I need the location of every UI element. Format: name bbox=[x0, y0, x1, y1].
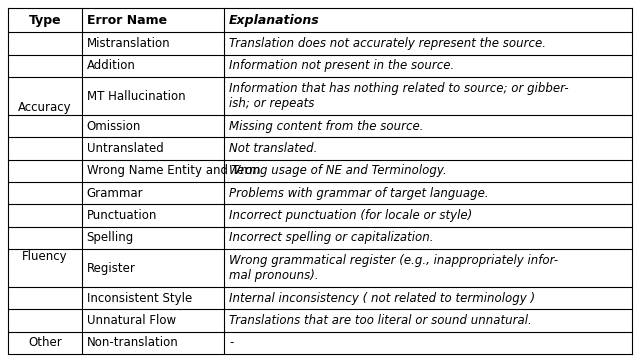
Text: Unnatural Flow: Unnatural Flow bbox=[86, 314, 176, 327]
Text: Not translated.: Not translated. bbox=[229, 142, 317, 155]
Text: Information that has nothing related to source; or gibber-
ish; or repeats: Information that has nothing related to … bbox=[229, 82, 569, 110]
Text: Inconsistent Style: Inconsistent Style bbox=[86, 292, 192, 305]
Text: Problems with grammar of target language.: Problems with grammar of target language… bbox=[229, 187, 489, 199]
Text: Register: Register bbox=[86, 261, 136, 274]
Text: Internal inconsistency ( not related to terminology ): Internal inconsistency ( not related to … bbox=[229, 292, 535, 305]
Text: Mistranslation: Mistranslation bbox=[86, 37, 170, 50]
Text: MT Hallucination: MT Hallucination bbox=[86, 89, 186, 102]
Text: Error Name: Error Name bbox=[86, 14, 167, 27]
Text: Missing content from the source.: Missing content from the source. bbox=[229, 120, 424, 133]
Text: Information not present in the source.: Information not present in the source. bbox=[229, 59, 454, 72]
Text: Addition: Addition bbox=[86, 59, 136, 72]
Text: Other: Other bbox=[28, 336, 61, 349]
Text: Accuracy: Accuracy bbox=[18, 101, 72, 114]
Text: Fluency: Fluency bbox=[22, 251, 68, 264]
Text: Spelling: Spelling bbox=[86, 231, 134, 244]
Text: Wrong usage of NE and Terminology.: Wrong usage of NE and Terminology. bbox=[229, 164, 447, 177]
Text: Omission: Omission bbox=[86, 120, 141, 133]
Text: Incorrect spelling or capitalization.: Incorrect spelling or capitalization. bbox=[229, 231, 434, 244]
Text: Explanations: Explanations bbox=[229, 14, 320, 27]
Text: Untranslated: Untranslated bbox=[86, 142, 163, 155]
Text: Translations that are too literal or sound unnatural.: Translations that are too literal or sou… bbox=[229, 314, 532, 327]
Text: Translation does not accurately represent the source.: Translation does not accurately represen… bbox=[229, 37, 546, 50]
Text: Wrong Name Entity and Term: Wrong Name Entity and Term bbox=[86, 164, 260, 177]
Text: Wrong grammatical register (e.g., inappropriately infor-
mal pronouns).: Wrong grammatical register (e.g., inappr… bbox=[229, 254, 558, 282]
Text: Grammar: Grammar bbox=[86, 187, 143, 199]
Text: Punctuation: Punctuation bbox=[86, 209, 157, 222]
Text: Type: Type bbox=[29, 14, 61, 27]
Text: Non-translation: Non-translation bbox=[86, 336, 179, 349]
Text: -: - bbox=[229, 336, 234, 349]
Text: Incorrect punctuation (for locale or style): Incorrect punctuation (for locale or sty… bbox=[229, 209, 472, 222]
